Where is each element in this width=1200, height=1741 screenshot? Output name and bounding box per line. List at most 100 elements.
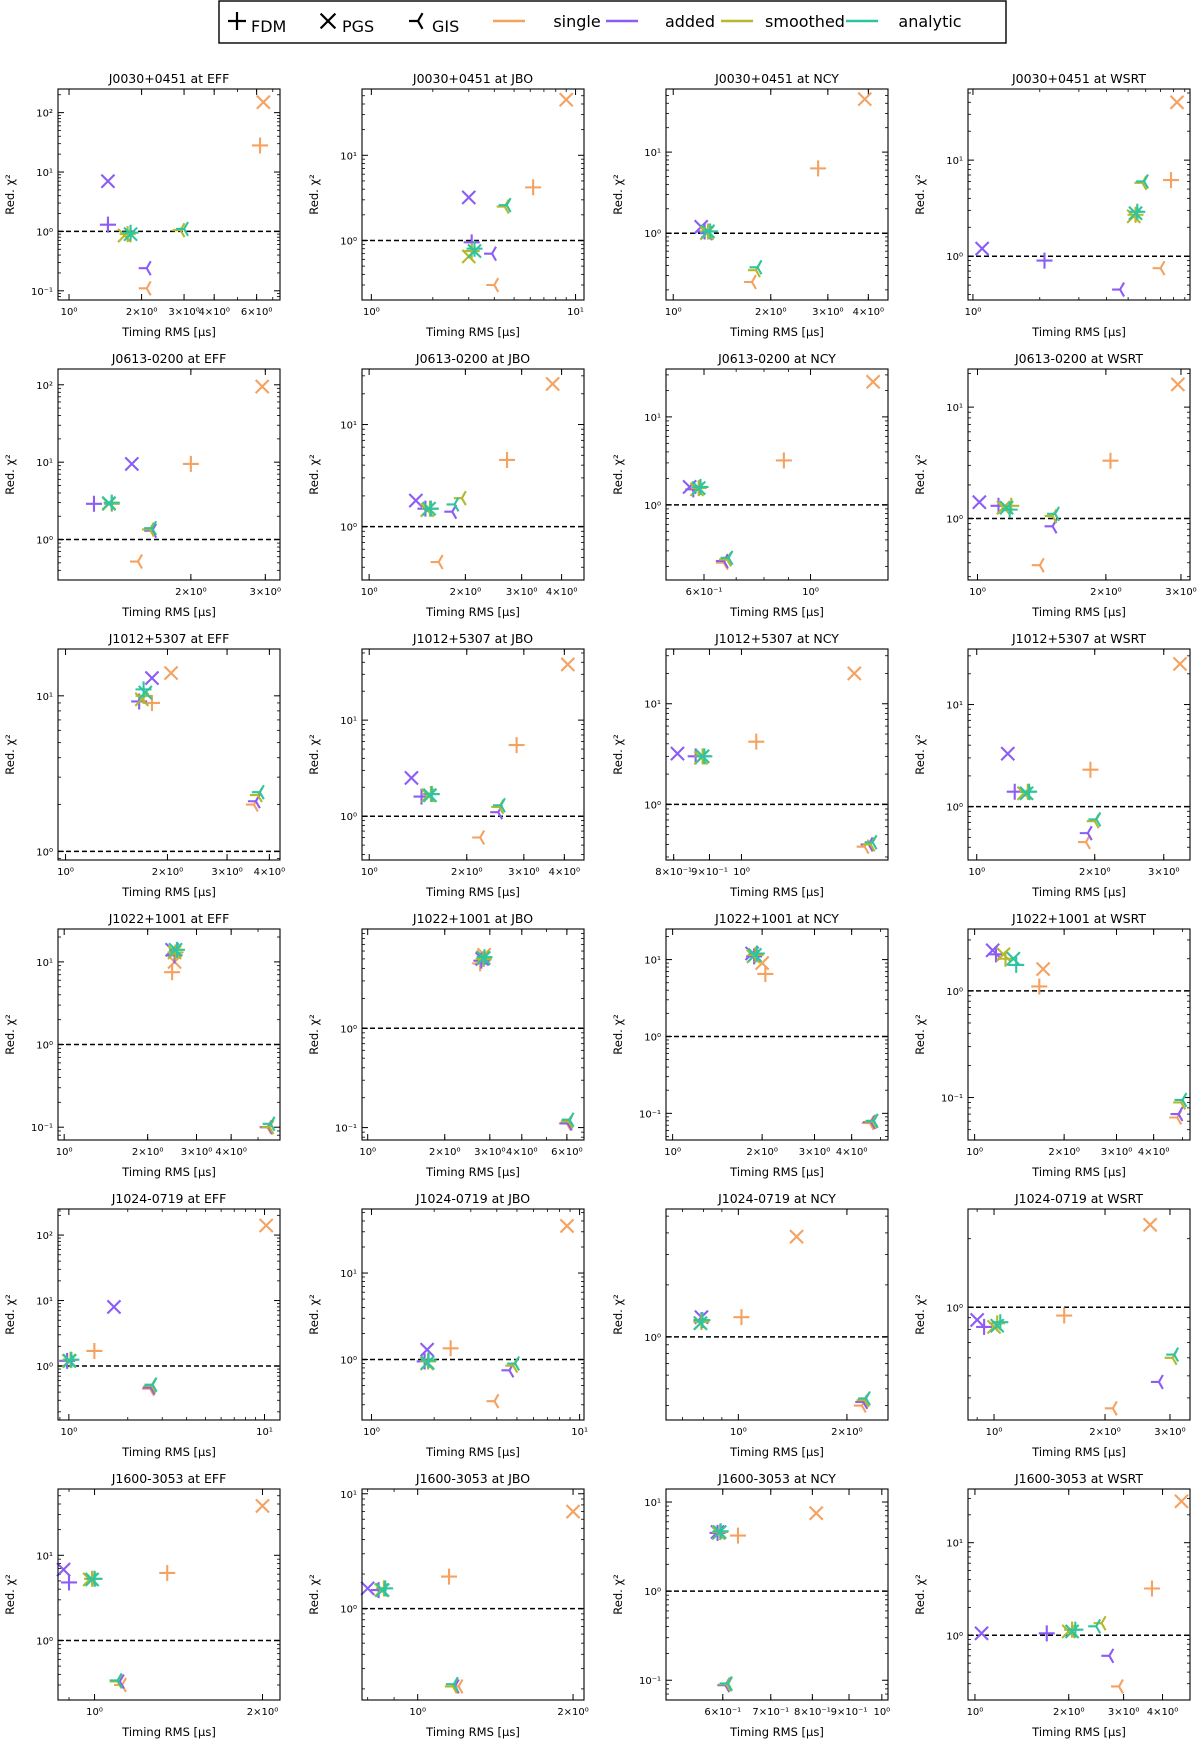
minor-ticks	[58, 929, 280, 1140]
x-axis-label: Timing RMS [μs]	[729, 605, 824, 619]
y-tick-label: 10⁰	[946, 1631, 963, 1642]
panel-title: J1600-3053 at EFF	[111, 1471, 227, 1486]
x-tick-label: 3×10⁰	[1154, 1427, 1185, 1438]
x-axis-label: Timing RMS [μs]	[121, 605, 216, 619]
point-analytic-tri	[446, 496, 460, 512]
y-axis-label: Red. χ²	[611, 174, 625, 214]
axes-frame	[57, 1488, 281, 1701]
axes-frame	[665, 928, 889, 1141]
major-ticks	[968, 649, 1190, 860]
point-added-plus	[1036, 252, 1053, 269]
point-added-tri	[444, 504, 458, 520]
y-axis-label: Red. χ²	[913, 1014, 927, 1054]
panel-title: J1022+1001 at WSRT	[1011, 911, 1146, 926]
axes-frame	[57, 928, 281, 1141]
point-analytic-x	[137, 685, 153, 700]
point-analytic-x	[1006, 951, 1021, 967]
point-added-x	[408, 493, 424, 508]
x-axis-label: Timing RMS [μs]	[121, 885, 216, 899]
x-axis-label: Timing RMS [μs]	[1031, 325, 1126, 339]
minor-ticks	[666, 369, 888, 580]
axes-frame	[967, 1488, 1191, 1701]
point-analytic-tri	[251, 784, 265, 800]
y-tick-label: 10¹	[340, 421, 357, 432]
axes-frame	[967, 1208, 1191, 1421]
point-added-x	[1000, 746, 1016, 761]
x-tick-label: 6×10⁻¹	[686, 587, 723, 598]
panel-j0613-0200-at-eff: J0613-0200 at EFF 2×10⁰ 3×10⁰ 10⁰ 10¹ 10² Timi…	[3, 351, 281, 619]
axes-frame	[361, 368, 585, 581]
point-smoothed-plus	[989, 1315, 1006, 1332]
point-single-plus	[1056, 1307, 1073, 1324]
point-single-plus	[1102, 452, 1119, 469]
legend-label-single: single	[553, 12, 600, 31]
minor-ticks	[58, 649, 280, 860]
point-smoothed-x	[996, 500, 1011, 515]
y-tick-label: 10⁰	[36, 1041, 53, 1052]
point-single-plus	[748, 733, 765, 750]
x-tick-label: 2×10⁰	[429, 1147, 460, 1158]
x-tick-label: 4×10⁰	[1147, 1707, 1178, 1718]
y-tick-label: 10⁰	[340, 1605, 357, 1616]
major-ticks	[362, 1209, 584, 1420]
minor-ticks	[362, 929, 584, 1140]
point-single-x	[847, 666, 862, 681]
y-tick-label: 10⁰	[340, 523, 357, 534]
point-analytic-plus	[1001, 501, 1018, 518]
y-axis-label: Red. χ²	[307, 1014, 321, 1054]
point-added-tri	[1101, 1648, 1115, 1664]
x-axis-label: Timing RMS [μs]	[729, 325, 824, 339]
x-tick-label: 3×10⁰	[211, 867, 242, 878]
point-analytic-plus	[63, 1351, 80, 1368]
point-single-plus	[508, 737, 525, 754]
x-tick-label: 10⁰	[967, 1707, 984, 1718]
x-tick-label: 10⁰	[56, 1147, 73, 1158]
minor-ticks	[58, 369, 280, 581]
point-analytic-plus	[694, 1312, 711, 1329]
x-tick-label: 2×10⁰	[247, 1707, 278, 1718]
point-analytic-tri	[1088, 811, 1102, 827]
point-single-plus	[729, 1527, 746, 1544]
point-analytic-x	[747, 947, 763, 963]
axes-frame	[361, 1208, 585, 1421]
minor-ticks	[362, 369, 584, 581]
point-single-x	[808, 1505, 824, 1521]
point-single-x	[789, 1229, 804, 1245]
x-tick-label: 4×10⁰	[546, 587, 577, 598]
panel-j1024-0719-at-jbo: J1024-0719 at JBO 10⁰ 10¹ 10⁰ 10¹ Timing RMS …	[307, 1191, 588, 1459]
point-added-x	[974, 1626, 989, 1641]
point-analytic-plus	[702, 223, 719, 240]
point-analytic-plus	[122, 224, 139, 241]
major-ticks	[58, 649, 280, 860]
point-single-x	[1035, 961, 1051, 977]
x-tick-label: 4×10⁰	[254, 867, 285, 878]
y-tick-label: 10⁻¹	[335, 1124, 357, 1135]
point-analytic-x	[422, 788, 438, 803]
point-added-x	[360, 1581, 375, 1596]
point-single-x	[1169, 94, 1185, 110]
point-single-x	[857, 91, 873, 107]
point-single-x	[565, 1504, 581, 1519]
panel-j1012-5307-at-eff: J1012+5307 at EFF 10⁰ 2×10⁰ 3×10⁰ 4×10⁰ 10⁰ 10…	[3, 631, 285, 899]
panel-j1012-5307-at-ncy: J1012+5307 at NCY 8×10⁻¹ 9×10⁻¹ 10⁰ 10⁰ 10¹ Ti…	[611, 631, 889, 899]
point-single-plus	[1143, 1580, 1160, 1597]
x-axis-label: Timing RMS [μs]	[1031, 605, 1126, 619]
x-tick-label: 10⁰	[965, 307, 982, 318]
x-tick-label: 10⁰	[873, 1707, 890, 1718]
x-axis-label: Timing RMS [μs]	[729, 885, 824, 899]
axes-frame	[665, 1208, 889, 1421]
y-axis-label: Red. χ²	[913, 734, 927, 774]
major-ticks	[362, 929, 584, 1140]
y-tick-label: 10⁰	[946, 514, 963, 525]
x-tick-label: 10⁰	[60, 1427, 77, 1438]
panel-j1024-0719-at-eff: J1024-0719 at EFF 10⁰ 10¹ 10⁰ 10¹ 10² Timing R…	[3, 1191, 281, 1459]
panel-title: J1022+1001 at NCY	[714, 911, 839, 926]
y-tick-label: 10¹	[36, 168, 53, 179]
x-axis-label: Timing RMS [μs]	[425, 325, 520, 339]
x-axis-label: Timing RMS [μs]	[121, 1725, 216, 1739]
point-single-tri	[743, 274, 757, 290]
x-tick-label: 2×10⁰	[557, 1707, 588, 1718]
point-single-x	[163, 665, 179, 681]
point-analytic-plus	[1008, 956, 1025, 973]
